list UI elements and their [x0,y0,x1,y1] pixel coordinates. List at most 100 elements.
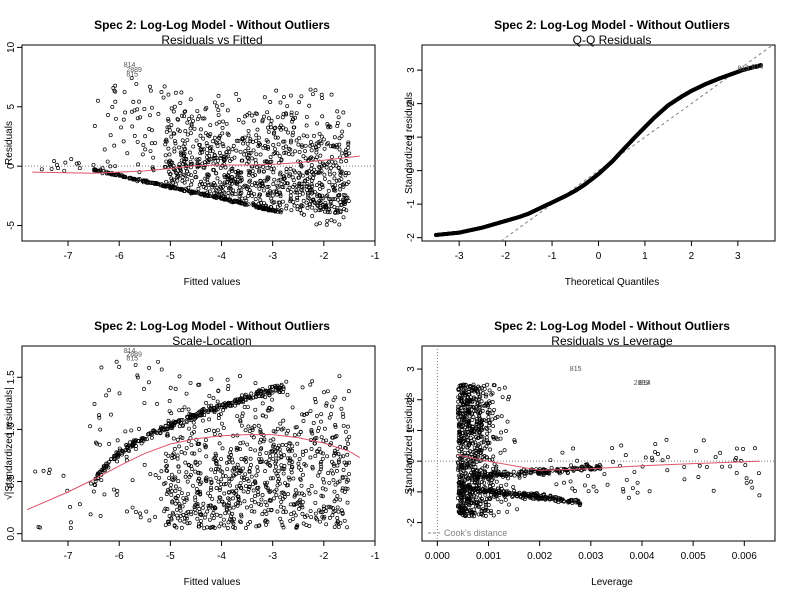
data-point [265,519,270,524]
data-point [301,198,306,203]
data-point [341,454,346,459]
data-point [207,427,212,432]
data-point [269,167,274,172]
x-tick-label: -1 [548,251,557,262]
data-point [203,131,208,136]
data-point [180,178,185,183]
data-point [232,517,236,522]
data-point [495,486,500,491]
data-point [278,421,283,426]
data-point [63,160,68,165]
data-point [220,196,225,201]
data-point [214,141,219,146]
data-point [260,184,265,189]
data-point [228,483,233,488]
data-point [325,193,330,198]
data-point [503,493,508,498]
data-point [210,496,215,501]
data-point [175,456,180,461]
data-point [337,222,342,227]
data-point [172,104,177,109]
data-point [329,92,334,97]
data-point [258,428,263,433]
data-point [237,471,242,475]
data-point [215,176,220,181]
data-point [279,466,284,471]
data-point [197,164,201,169]
y-tick-label: -2 [406,233,417,242]
data-point [233,170,238,174]
data-point [210,513,214,518]
data-point [236,188,241,193]
data-point [175,117,180,121]
data-point [226,197,231,202]
data-point [682,464,687,469]
data-point [582,483,587,488]
data-point [300,511,305,516]
data-point [475,401,480,406]
data-point [215,428,220,433]
data-point [217,495,222,500]
data-point [312,133,316,138]
data-point [455,404,460,409]
data-point [277,447,282,452]
data-point [299,468,304,472]
data-point [461,445,465,450]
data-point [507,394,511,399]
data-point [456,491,461,496]
data-point [261,439,266,444]
data-point [127,176,132,181]
data-point [341,184,346,189]
data-point [274,192,279,197]
data-point [325,218,330,223]
data-point [196,442,201,447]
data-point [105,159,110,164]
data-point [472,408,477,413]
data-point [186,491,191,496]
data-point [345,461,349,466]
x-tick-label: -6 [115,251,124,262]
data-point [124,454,129,459]
data-point [229,178,233,183]
data-point [239,178,244,182]
data-point [484,401,489,406]
data-point [172,446,177,451]
data-point [222,482,227,487]
data-point [289,512,294,517]
data-point [338,173,343,177]
data-point [303,149,307,153]
data-point [177,374,182,379]
data-point [164,159,169,164]
data-point [328,144,333,149]
data-point [326,188,331,193]
data-point [270,397,274,402]
data-point [226,400,231,405]
data-point [209,481,214,485]
data-point [467,497,472,502]
data-point [204,454,209,459]
data-point [189,173,193,178]
data-point [189,191,194,196]
data-point [39,167,44,172]
data-point [201,501,206,506]
data-point [278,123,283,128]
y-tick-label: 1.5 [6,370,17,384]
data-point [273,388,278,393]
data-point [471,382,476,387]
data-point [229,179,234,184]
data-point [697,463,702,468]
data-point [347,122,352,127]
x-tick-label: -3 [268,551,277,562]
data-point [247,111,252,116]
data-point [267,490,272,494]
data-point [660,458,665,463]
data-point [321,161,326,166]
data-point [329,404,334,409]
data-point [173,141,178,146]
data-point [310,466,315,471]
data-point [343,200,348,205]
data-point [106,460,111,464]
data-point [130,124,135,129]
data-point [315,192,320,197]
